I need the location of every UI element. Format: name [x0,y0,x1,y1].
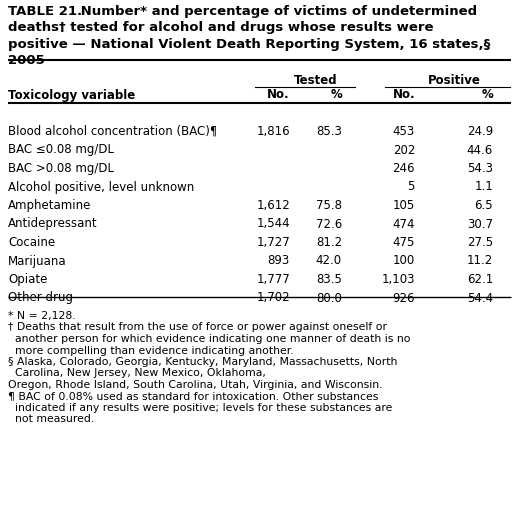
Text: 246: 246 [392,162,415,175]
Text: 474: 474 [392,218,415,230]
Text: 1,702: 1,702 [256,291,290,305]
Text: BAC ≤0.08 mg/DL: BAC ≤0.08 mg/DL [8,144,114,156]
Text: 85.3: 85.3 [316,125,342,138]
Text: 5: 5 [407,181,415,193]
Text: positive — National Violent Death Reporting System, 16 states,§: positive — National Violent Death Report… [8,38,490,51]
Text: TABLE 21.: TABLE 21. [8,5,82,18]
Text: deaths† tested for alcohol and drugs whose results were: deaths† tested for alcohol and drugs who… [8,22,433,34]
Text: Toxicology variable: Toxicology variable [8,89,135,102]
Text: %: % [481,89,493,102]
Text: * N = 2,128.: * N = 2,128. [8,311,76,321]
Text: § Alaska, Colorado, Georgia, Kentucky, Maryland, Massachusetts, North: § Alaska, Colorado, Georgia, Kentucky, M… [8,357,398,367]
Text: ¶ BAC of 0.08% used as standard for intoxication. Other substances: ¶ BAC of 0.08% used as standard for into… [8,391,378,402]
Text: 1.1: 1.1 [474,181,493,193]
Text: Cocaine: Cocaine [8,236,55,249]
Text: 1,816: 1,816 [256,125,290,138]
Text: Carolina, New Jersey, New Mexico, Oklahoma,: Carolina, New Jersey, New Mexico, Oklaho… [8,368,266,379]
Text: Opiate: Opiate [8,273,47,286]
Text: 475: 475 [393,236,415,249]
Text: 42.0: 42.0 [316,254,342,267]
Text: 44.6: 44.6 [467,144,493,156]
Text: 80.0: 80.0 [316,291,342,305]
Text: not measured.: not measured. [8,415,94,424]
Text: Blood alcohol concentration (BAC)¶: Blood alcohol concentration (BAC)¶ [8,125,217,138]
Text: 24.9: 24.9 [467,125,493,138]
Text: Amphetamine: Amphetamine [8,199,91,212]
Text: Other drug: Other drug [8,291,73,305]
Text: 926: 926 [392,291,415,305]
Text: † Deaths that result from the use of force or power against oneself or: † Deaths that result from the use of for… [8,323,387,332]
Text: 1,544: 1,544 [256,218,290,230]
Text: indicated if any results were positive; levels for these substances are: indicated if any results were positive; … [8,403,392,413]
Text: Alcohol positive, level unknown: Alcohol positive, level unknown [8,181,194,193]
Text: %: % [330,89,342,102]
Text: No.: No. [267,89,290,102]
Text: 1,612: 1,612 [256,199,290,212]
Text: Antidepressant: Antidepressant [8,218,98,230]
Text: 6.5: 6.5 [474,199,493,212]
Text: 1,727: 1,727 [256,236,290,249]
Text: Positive: Positive [428,73,481,87]
Text: 81.2: 81.2 [316,236,342,249]
Text: 75.8: 75.8 [316,199,342,212]
Text: more compelling than evidence indicating another.: more compelling than evidence indicating… [8,345,294,356]
Text: another person for which evidence indicating one manner of death is no: another person for which evidence indica… [8,334,411,344]
Text: 54.4: 54.4 [467,291,493,305]
Text: 27.5: 27.5 [467,236,493,249]
Text: 202: 202 [393,144,415,156]
Text: 105: 105 [393,199,415,212]
Text: 30.7: 30.7 [467,218,493,230]
Text: Number* and percentage of victims of undetermined: Number* and percentage of victims of und… [76,5,477,18]
Text: 11.2: 11.2 [467,254,493,267]
Text: 453: 453 [393,125,415,138]
Text: Oregon, Rhode Island, South Carolina, Utah, Virginia, and Wisconsin.: Oregon, Rhode Island, South Carolina, Ut… [8,380,383,390]
Text: 72.6: 72.6 [316,218,342,230]
Text: BAC >0.08 mg/DL: BAC >0.08 mg/DL [8,162,114,175]
Text: Tested: Tested [294,73,338,87]
Text: No.: No. [392,89,415,102]
Text: 893: 893 [268,254,290,267]
Text: 1,103: 1,103 [381,273,415,286]
Text: 100: 100 [393,254,415,267]
Text: 1,777: 1,777 [256,273,290,286]
Text: Marijuana: Marijuana [8,254,66,267]
Text: 62.1: 62.1 [467,273,493,286]
Text: 54.3: 54.3 [467,162,493,175]
Text: 83.5: 83.5 [316,273,342,286]
Text: 2005: 2005 [8,54,45,68]
